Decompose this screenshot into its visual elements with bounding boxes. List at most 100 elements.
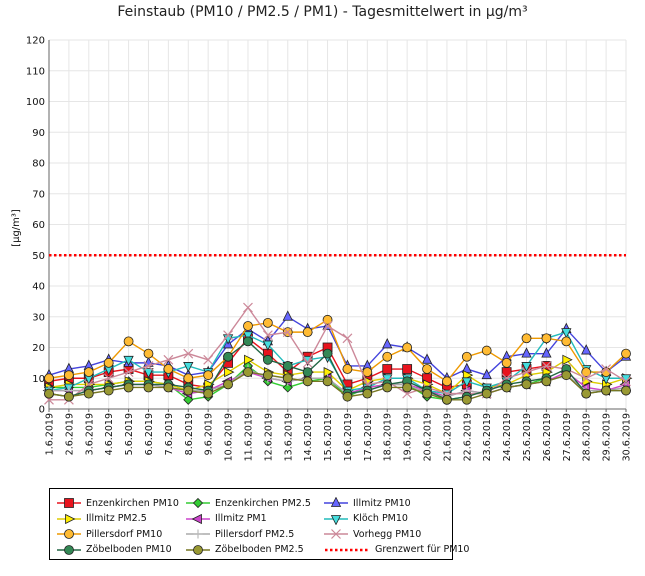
data-point <box>83 388 94 399</box>
data-point <box>262 317 273 328</box>
x-tick-label: 16.6.2019 <box>343 413 354 461</box>
x-tick-label: 9.6.2019 <box>204 413 215 455</box>
legend-item-grenzwert-fuer-pm10: Grenzwert für PM10 <box>323 543 469 557</box>
x-tick-label: 26.6.2019 <box>542 413 553 461</box>
data-point <box>562 354 573 365</box>
data-point <box>143 382 154 393</box>
data-point <box>521 333 532 344</box>
x-tick-label: 19.6.2019 <box>403 413 414 461</box>
y-tick-label: 90 <box>32 128 45 139</box>
series-line <box>48 337 467 389</box>
legend-swatch <box>186 529 210 539</box>
legend-swatch <box>324 514 348 525</box>
data-point <box>581 344 592 355</box>
x-tick-label: 20.6.2019 <box>423 413 434 461</box>
x-tick-label: 3.6.2019 <box>84 413 95 455</box>
data-point <box>183 348 194 359</box>
legend-label: Illmitz PM1 <box>215 513 267 524</box>
data-point <box>442 376 452 387</box>
data-point <box>421 353 433 364</box>
y-tick-label: 10 <box>32 374 45 385</box>
x-tick-label: 22.6.2019 <box>462 413 473 461</box>
data-point <box>462 370 474 381</box>
data-point <box>422 388 432 399</box>
y-tick-label: 80 <box>32 159 45 170</box>
data-point <box>481 368 492 380</box>
legend-swatch <box>325 548 369 551</box>
data-point <box>302 357 313 368</box>
x-tick-label: 6.6.2019 <box>144 413 155 455</box>
data-point <box>621 385 631 396</box>
legend-label: Illmitz PM10 <box>353 497 411 509</box>
data-point <box>621 376 631 387</box>
data-point <box>621 348 631 359</box>
legend-swatch <box>186 544 210 555</box>
data-point <box>163 354 174 365</box>
data-point <box>382 351 393 362</box>
legend-item-illmitz-pm2-5: Illmitz PM2.5 <box>56 512 147 526</box>
x-tick-label: 12.6.2019 <box>263 413 274 461</box>
data-point <box>362 388 373 399</box>
data-point <box>63 391 74 402</box>
data-point <box>561 370 572 381</box>
data-point <box>521 379 532 390</box>
data-point <box>422 364 432 374</box>
x-tick-label: 25.6.2019 <box>522 413 533 461</box>
legend-marker <box>193 529 203 539</box>
data-point <box>521 362 532 373</box>
x-tick-label: 14.6.2019 <box>303 413 314 461</box>
legend-swatch <box>57 529 81 539</box>
y-tick-label: 120 <box>26 36 45 47</box>
data-point <box>581 373 592 384</box>
x-tick-label: 15.6.2019 <box>323 413 334 461</box>
legend-item-kloech-pm10: Klöch PM10 <box>323 512 408 526</box>
y-axis-label: [µg/m³] <box>11 209 22 247</box>
data-point <box>223 351 233 362</box>
data-point <box>322 348 333 359</box>
legend-item-pillersdorf-pm10: Pillersdorf PM10 <box>56 527 162 541</box>
data-point <box>362 367 373 378</box>
legend-marker <box>330 497 342 507</box>
x-tick-label: 17.6.2019 <box>363 413 374 461</box>
data-point <box>123 367 134 378</box>
x-tick-label: 28.6.2019 <box>582 413 593 461</box>
data-point <box>183 385 194 396</box>
data-point <box>581 388 592 399</box>
legend-marker <box>331 529 341 539</box>
x-tick-label: 10.6.2019 <box>224 413 235 461</box>
data-point <box>243 336 253 347</box>
y-tick-label: 60 <box>32 220 45 231</box>
x-tick-label: 2.6.2019 <box>64 413 75 455</box>
data-point <box>103 385 114 396</box>
data-point <box>402 364 413 374</box>
data-point <box>561 336 572 347</box>
y-tick-label: 40 <box>32 282 45 293</box>
data-point <box>83 367 94 378</box>
legend-item-vorhegg-pm10: Vorhegg PM10 <box>323 527 421 541</box>
data-point <box>262 354 273 365</box>
legend-item-enzenkirchen-pm10: Enzenkirchen PM10 <box>56 496 179 510</box>
data-point <box>322 314 333 325</box>
x-tick-label: 24.6.2019 <box>502 413 513 461</box>
data-point <box>402 342 413 353</box>
data-point <box>521 367 532 378</box>
y-tick-label: 20 <box>32 343 45 354</box>
data-point <box>103 373 114 384</box>
data-point <box>302 327 313 338</box>
legend-item-zoebelboden-pm2-5: Zöbelboden PM2.5 <box>185 543 304 557</box>
data-point <box>63 370 74 381</box>
data-point <box>123 336 134 347</box>
data-point <box>322 376 333 387</box>
legend-marker <box>330 514 342 525</box>
data-point <box>44 388 54 399</box>
data-point <box>183 373 194 384</box>
y-tick-label: 30 <box>32 312 45 323</box>
data-point <box>262 330 273 341</box>
series-pillersdorf-pm10 <box>44 314 631 387</box>
data-point <box>481 345 492 356</box>
x-tick-label: 8.6.2019 <box>184 413 195 455</box>
legend-swatch <box>57 498 81 508</box>
x-tick-label: 13.6.2019 <box>283 413 294 461</box>
data-point <box>224 366 235 378</box>
